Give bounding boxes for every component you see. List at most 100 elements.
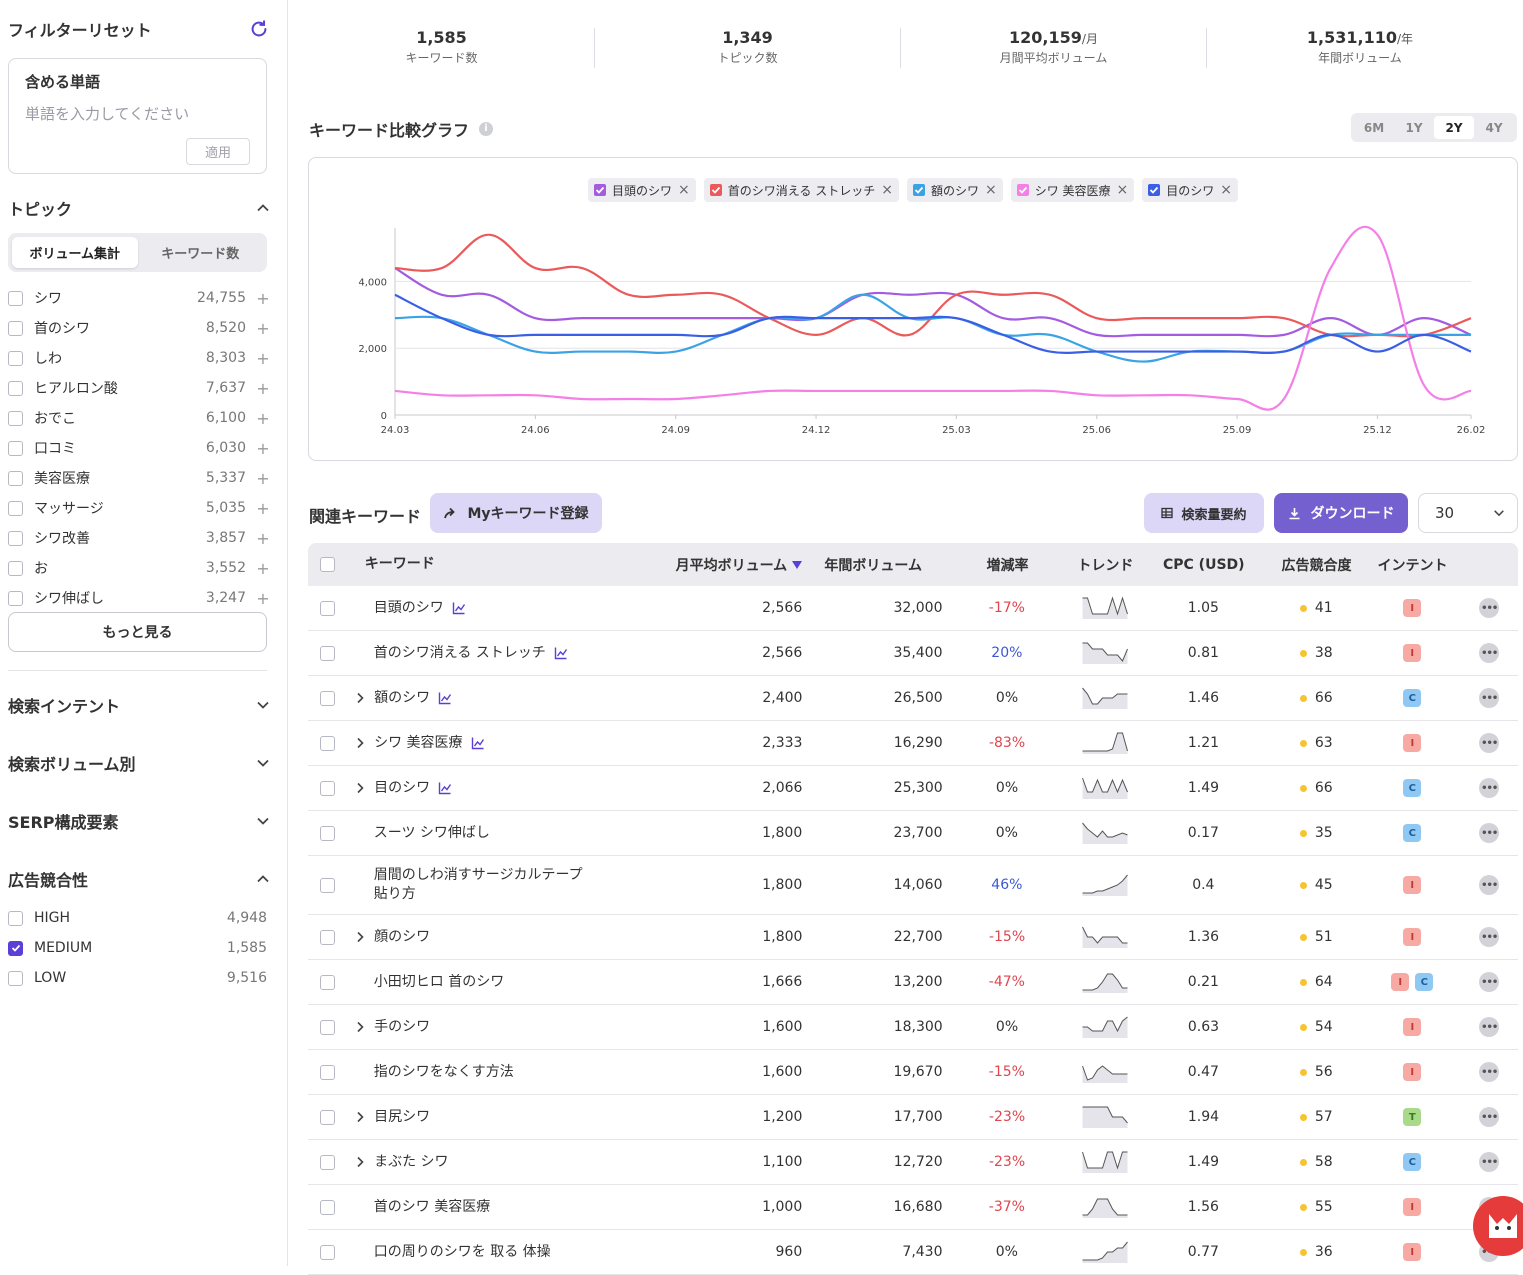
keyword-text[interactable]: 口の周りのシワを 取る 体操 (373, 1243, 551, 1260)
topic-checkbox[interactable] (8, 530, 23, 546)
more-options-icon[interactable]: ••• (1479, 778, 1500, 798)
close-icon[interactable]: × (984, 182, 997, 198)
apply-button[interactable]: 適用 (186, 138, 250, 165)
period-1y[interactable]: 1Y (1405, 120, 1423, 135)
period-4y[interactable]: 4Y (1485, 120, 1503, 135)
chevron-down-icon[interactable] (256, 698, 270, 712)
plus-icon[interactable]: + (256, 378, 270, 398)
period-6m[interactable]: 6M (1363, 120, 1385, 135)
keyword-text[interactable]: 首のシワ消える ストレッチ (373, 644, 546, 661)
topic-item[interactable]: マッサージ 5,035 + (8, 493, 270, 523)
col-keyword[interactable]: キーワード (364, 556, 435, 573)
include-words-input[interactable] (25, 105, 245, 123)
volume-summary-button[interactable]: 検索量要約 (1144, 493, 1264, 533)
topic-checkbox[interactable] (8, 560, 23, 576)
series-line[interactable] (394, 293, 1472, 354)
table-row[interactable]: 小田切ヒロ 首のシワ 1,666 13,200 -47% 0.21 64 I C ••• (308, 960, 1518, 1005)
plus-icon[interactable]: + (256, 408, 270, 428)
period-2y[interactable]: 2Y (1434, 116, 1474, 139)
more-options-icon[interactable]: ••• (1479, 688, 1500, 708)
row-checkbox[interactable] (320, 974, 336, 990)
legend-item[interactable]: シワ 美容医療 × (1010, 178, 1135, 202)
more-options-icon[interactable]: ••• (1479, 643, 1500, 663)
show-more-button[interactable]: もっと見る (8, 612, 267, 652)
my-keyword-register-button[interactable]: Myキーワード登録 (430, 493, 602, 533)
topic-checkbox[interactable] (8, 500, 23, 516)
competition-item[interactable]: LOW 9,516 (8, 963, 270, 993)
plus-icon[interactable]: + (256, 288, 270, 308)
select-all-checkbox[interactable] (320, 557, 336, 572)
competition-checkbox[interactable] (8, 940, 23, 956)
chevron-up-icon[interactable] (256, 201, 270, 215)
topic-item[interactable]: おでこ 6,100 + (8, 403, 270, 433)
row-checkbox[interactable] (320, 929, 336, 945)
table-row[interactable]: 目頭のシワ 2,566 32,000 -17% 1.05 41 I ••• (308, 586, 1518, 631)
close-icon[interactable]: × (1220, 182, 1232, 198)
row-checkbox[interactable] (320, 1109, 336, 1125)
plus-icon[interactable]: + (256, 528, 270, 548)
competition-header[interactable]: 広告競合性 (8, 867, 270, 891)
row-checkbox[interactable] (320, 690, 336, 706)
col-monthly-volume[interactable]: 月平均ボリューム (605, 555, 804, 575)
plus-icon[interactable]: + (256, 318, 270, 338)
keyword-text[interactable]: 首のシワ 美容医療 (373, 1198, 491, 1215)
serp-header[interactable]: SERP構成要素 (8, 809, 270, 833)
search-intent-header[interactable]: 検索インテント (8, 693, 270, 717)
chevron-right-icon[interactable] (356, 737, 365, 749)
plus-icon[interactable]: + (256, 588, 270, 608)
plus-icon[interactable]: + (256, 558, 270, 578)
series-line[interactable] (394, 233, 1472, 338)
row-checkbox[interactable] (320, 1199, 336, 1215)
keyword-text[interactable]: 指のシワをなくす方法 (373, 1063, 514, 1080)
col-growth[interactable]: 増減率 (986, 557, 1029, 574)
table-row[interactable]: スーツ シワ伸ばし 1,800 23,700 0% 0.17 35 C ••• (308, 811, 1518, 856)
topic-checkbox[interactable] (8, 350, 23, 366)
competition-checkbox[interactable] (8, 970, 23, 986)
search-volume-header[interactable]: 検索ボリューム別 (8, 751, 270, 775)
chart-icon[interactable] (438, 781, 452, 795)
tab-volume-total[interactable]: ボリューム集計 (12, 237, 138, 268)
tab-keyword-count[interactable]: キーワード数 (161, 247, 240, 262)
more-options-icon[interactable]: ••• (1479, 1017, 1500, 1037)
chevron-up-icon[interactable] (256, 872, 270, 886)
col-cpc[interactable]: CPC (USD) (1163, 556, 1245, 573)
keyword-text[interactable]: シワ 美容医療 (374, 734, 463, 751)
table-row[interactable]: 手のシワ 1,600 18,300 0% 0.63 54 I ••• (308, 1005, 1518, 1050)
col-competition[interactable]: 広告競合度 (1281, 557, 1352, 574)
chevron-down-icon[interactable] (256, 814, 270, 828)
topic-item[interactable]: 美容医療 5,337 + (8, 463, 270, 493)
topic-checkbox[interactable] (8, 290, 23, 306)
topic-checkbox[interactable] (8, 470, 23, 486)
row-checkbox[interactable] (320, 780, 336, 796)
topic-checkbox[interactable] (8, 440, 23, 456)
legend-item[interactable]: 目のシワ × (1142, 178, 1238, 202)
info-icon[interactable]: i (479, 122, 494, 136)
row-checkbox[interactable] (320, 825, 336, 841)
chart-icon[interactable] (438, 691, 452, 705)
row-checkbox[interactable] (320, 645, 336, 661)
chart-icon[interactable] (554, 646, 568, 660)
row-checkbox[interactable] (320, 735, 336, 751)
keyword-text[interactable]: 小田切ヒロ 首のシワ (373, 973, 505, 990)
col-annual-volume[interactable]: 年間ボリューム (824, 557, 923, 574)
chevron-right-icon[interactable] (356, 1111, 365, 1123)
more-options-icon[interactable]: ••• (1479, 875, 1500, 895)
more-options-icon[interactable]: ••• (1479, 1107, 1500, 1127)
chart-icon[interactable] (452, 601, 466, 615)
legend-item[interactable]: 目頭のシワ × (587, 178, 696, 202)
topic-checkbox[interactable] (8, 380, 23, 396)
legend-item[interactable]: 首のシワ消える ストレッチ × (703, 178, 899, 202)
competition-item[interactable]: HIGH 4,948 (8, 903, 270, 933)
row-checkbox[interactable] (320, 1244, 336, 1260)
more-options-icon[interactable]: ••• (1479, 598, 1500, 618)
keyword-text[interactable]: 眉間のしわ消すサージカルテープ 貼り方 (373, 867, 583, 902)
keyword-text[interactable]: 顔のシワ (374, 928, 431, 945)
more-options-icon[interactable]: ••• (1479, 733, 1500, 753)
topic-item[interactable]: お 3,552 + (8, 553, 270, 583)
topic-item[interactable]: しわ 8,303 + (8, 343, 270, 373)
table-row[interactable]: 指のシワをなくす方法 1,600 19,670 -15% 0.47 56 I ••• (308, 1050, 1518, 1095)
more-options-icon[interactable]: ••• (1479, 927, 1500, 947)
table-row[interactable]: シワ 美容医療 2,333 16,290 -83% 1.21 63 I ••• (308, 721, 1518, 766)
close-icon[interactable]: × (678, 182, 690, 198)
